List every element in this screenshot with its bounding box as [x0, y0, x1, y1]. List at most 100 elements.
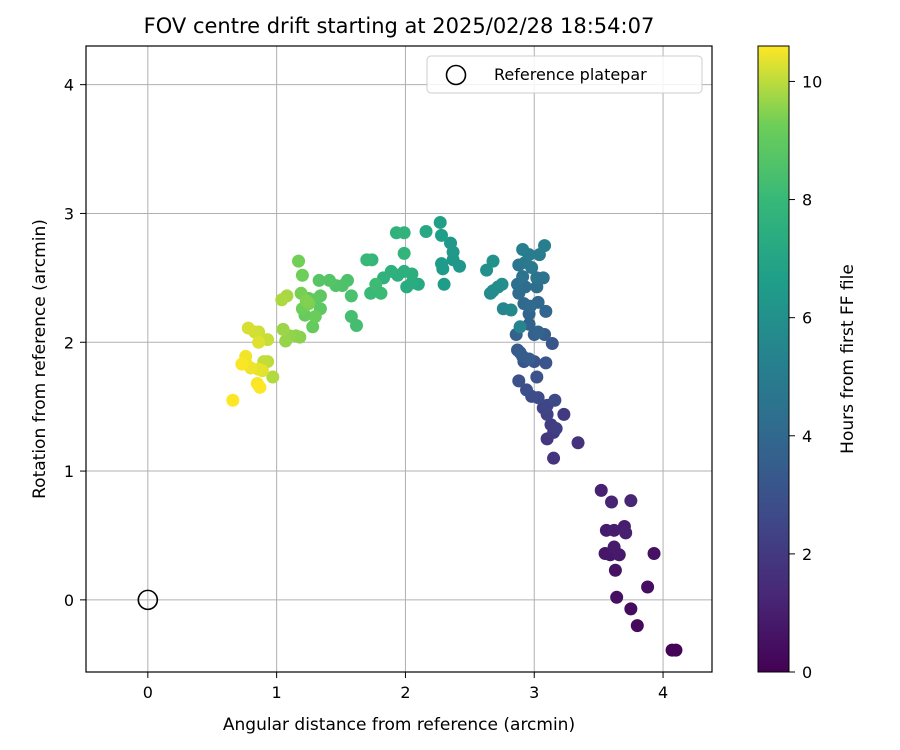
data-point-84 [433, 215, 447, 229]
data-point-38 [545, 337, 559, 351]
data-point-55 [530, 280, 544, 294]
data-point-33 [512, 374, 526, 388]
data-point-101 [369, 277, 383, 291]
plot-frame [85, 45, 713, 673]
x-tick-label-1: 1 [272, 683, 282, 702]
data-point-42 [522, 352, 536, 366]
data-point-74 [480, 263, 494, 277]
data-point-3 [624, 602, 638, 616]
data-point-126 [279, 334, 293, 348]
colorbar-tick-label-0: 0 [802, 663, 812, 682]
colorbar-tick-label-3: 6 [802, 309, 812, 328]
data-point-29 [548, 393, 562, 407]
colorbar-tick-label-2: 4 [802, 427, 812, 446]
data-point-136 [241, 321, 255, 335]
data-point-130 [266, 370, 280, 384]
data-point-6 [647, 546, 661, 560]
data-point-25 [549, 422, 563, 436]
data-point-34 [530, 370, 544, 384]
data-point-13 [607, 523, 621, 537]
data-point-20 [547, 451, 561, 465]
data-point-116 [308, 309, 322, 323]
data-point-109 [312, 273, 326, 287]
y-axis-label: Rotation from reference (arcmin) [30, 219, 50, 499]
data-point-108 [322, 273, 336, 287]
data-point-83 [435, 228, 449, 242]
data-point-104 [344, 289, 358, 303]
y-tick-label-4: 4 [64, 76, 74, 95]
grid-lines [86, 46, 712, 672]
data-point-65 [516, 243, 530, 257]
legend-box [426, 55, 703, 94]
data-point-95 [397, 226, 411, 240]
data-point-22 [557, 407, 571, 421]
data-points [226, 215, 683, 657]
colorbar-label: Hours from first FF file [838, 264, 858, 454]
colorbar-tick-label-5: 10 [802, 72, 822, 91]
colorbar-ticks: 0 2 4 6 8 10 [789, 72, 822, 682]
data-point-118 [295, 268, 309, 282]
data-point-114 [306, 320, 320, 334]
reference-platepar-marker [137, 589, 159, 611]
x-axis-ticks: 0 1 2 3 4 [143, 672, 668, 702]
data-point-67 [513, 320, 527, 334]
data-point-57 [516, 270, 530, 284]
data-point-49 [539, 304, 553, 318]
chart-title: FOV centre drift starting at 2025/02/28 … [144, 14, 655, 38]
x-axis-label: Angular distance from reference (arcmin) [223, 715, 575, 735]
x-tick-label-3: 3 [529, 683, 539, 702]
data-point-75 [486, 254, 500, 268]
data-point-7 [608, 563, 622, 577]
data-point-19 [571, 436, 585, 450]
y-tick-label-3: 3 [64, 204, 74, 223]
colorbar-gradient [757, 45, 790, 673]
legend: Reference platepar [426, 55, 703, 94]
data-point-37 [539, 356, 553, 370]
data-point-103 [344, 309, 358, 323]
data-point-62 [525, 261, 539, 275]
data-point-66 [538, 239, 552, 253]
data-point-81 [436, 262, 450, 276]
data-point-52 [523, 299, 537, 313]
y-tick-label-1: 1 [64, 462, 74, 481]
data-point-32 [520, 383, 534, 397]
colorbar-tick-label-4: 8 [802, 191, 812, 210]
data-point-122 [299, 294, 313, 308]
data-point-59 [536, 271, 550, 285]
x-tick-label-0: 0 [143, 683, 153, 702]
data-point-11 [607, 540, 621, 554]
data-point-5 [610, 590, 624, 604]
y-tick-label-0: 0 [64, 591, 74, 610]
legend-label: Reference platepar [494, 65, 647, 84]
data-point-18 [624, 494, 638, 508]
data-point-1 [669, 643, 683, 657]
data-point-143 [235, 357, 249, 371]
data-point-82 [437, 277, 451, 291]
data-point-129 [275, 293, 289, 307]
data-point-137 [252, 335, 266, 349]
colorbar: 0 2 4 6 8 10 Hours from first FF file [757, 45, 858, 682]
data-point-73 [495, 277, 509, 291]
colorbar-tick-label-1: 2 [802, 545, 812, 564]
data-point-15 [619, 526, 633, 540]
data-point-16 [594, 483, 608, 497]
x-tick-label-2: 2 [400, 683, 410, 702]
data-point-85 [419, 224, 433, 238]
data-point-119 [292, 254, 306, 268]
x-tick-label-4: 4 [658, 683, 668, 702]
legend-marker-icon [445, 64, 467, 86]
data-point-98 [360, 253, 374, 267]
data-point-96 [397, 246, 411, 260]
data-point-145 [253, 380, 267, 394]
data-point-47 [531, 325, 545, 339]
data-point-79 [444, 236, 458, 250]
data-point-4 [641, 580, 655, 594]
y-tick-label-2: 2 [64, 333, 74, 352]
data-point-127 [276, 322, 290, 336]
data-point-2 [630, 619, 644, 633]
data-point-69 [504, 303, 518, 317]
y-axis-ticks: 0 1 2 3 4 [64, 76, 86, 610]
data-point-146 [226, 393, 240, 407]
data-point-88 [400, 280, 414, 294]
